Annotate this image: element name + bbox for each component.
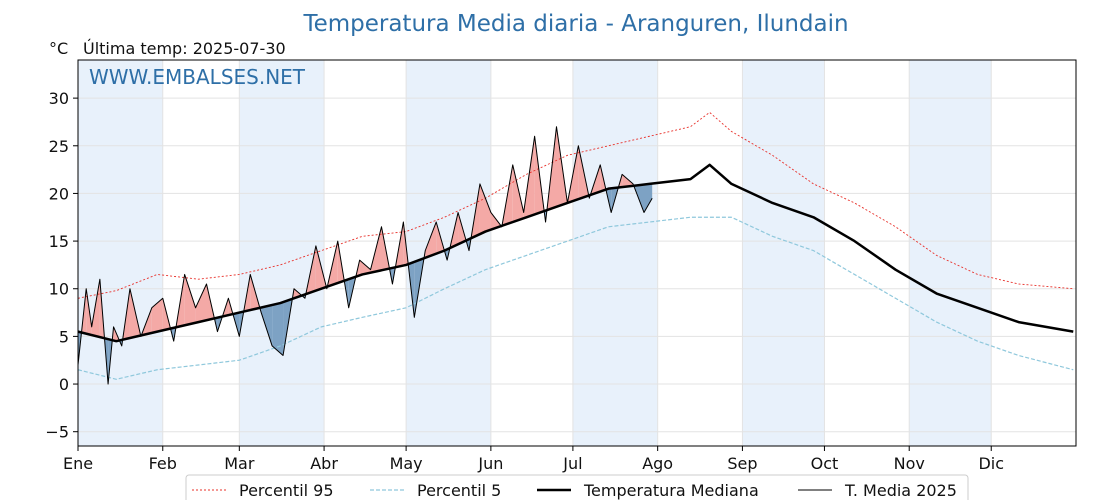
fill-below-median <box>643 183 653 213</box>
x-tick-label: Oct <box>811 454 839 473</box>
chart-title: Temperatura Media diaria - Aranguren, Il… <box>302 11 848 37</box>
fill-above-median <box>151 298 163 333</box>
month-band <box>78 60 163 446</box>
series-line-median <box>77 163 1074 343</box>
series-line-p95 <box>77 111 1074 299</box>
legend-current-label: T. Media 2025 <box>844 481 957 500</box>
legend-box <box>185 474 969 500</box>
x-tick-label: May <box>390 454 423 473</box>
y-tick-label: 0 <box>59 375 69 394</box>
month-band <box>909 60 992 446</box>
x-tick-label: Feb <box>149 454 177 473</box>
y-tick-label: 30 <box>49 89 69 108</box>
y-tick-label: −5 <box>45 423 69 442</box>
anomaly-fills <box>78 126 653 385</box>
series-line-p5 <box>77 216 1074 380</box>
plot-frame <box>77 59 1077 447</box>
series-line-current <box>77 126 653 385</box>
watermark: WWW.EMBALSES.NET <box>89 65 306 89</box>
x-tick-label: Abr <box>310 454 338 473</box>
fill-above-median <box>622 174 634 188</box>
unit-label: °C <box>49 39 68 58</box>
y-tick-label: 10 <box>49 280 69 299</box>
y-tick-label: 25 <box>49 137 69 156</box>
fill-below-median <box>261 304 273 346</box>
fill-below-median <box>272 302 284 356</box>
y-tick-label: 15 <box>49 232 69 251</box>
fill-above-median <box>425 222 437 258</box>
legend-p95-label: Percentil 95 <box>239 481 334 500</box>
series-lines <box>77 111 1074 385</box>
x-tick-label: Jul <box>562 454 582 473</box>
month-bands <box>78 60 992 446</box>
month-band <box>239 60 325 446</box>
y-tick-label: 5 <box>59 327 69 346</box>
legend-p5-label: Percentil 5 <box>417 481 501 500</box>
y-tick-label: 20 <box>49 184 69 203</box>
x-tick-label: Nov <box>894 454 925 473</box>
x-tick-label: Ago <box>642 454 673 473</box>
legend: Percentil 95 Percentil 5 Temperatura Med… <box>185 474 969 500</box>
last-temp-label: Última temp: 2025-07-30 <box>83 39 286 58</box>
fill-above-median <box>359 260 371 276</box>
fill-above-median <box>184 274 196 326</box>
x-tick-label: Sep <box>727 454 757 473</box>
fill-above-median <box>490 212 502 230</box>
fill-above-median <box>512 164 524 223</box>
month-band <box>572 60 658 446</box>
fill-above-median <box>479 183 491 235</box>
fill-above-median <box>195 283 207 323</box>
y-axis: −5 0 5 10 15 20 25 30 <box>45 89 78 442</box>
month-band <box>742 60 825 446</box>
legend-median-label: Temperatura Mediana <box>583 481 759 500</box>
x-tick-label: Ene <box>63 454 93 473</box>
x-tick-label: Jun <box>477 454 503 473</box>
x-axis: Ene Feb Mar Abr May Jun Jul Ago Sep Oct Nov Dic <box>63 446 1004 473</box>
x-tick-label: Mar <box>224 454 255 473</box>
x-tick-label: Dic <box>978 454 1004 473</box>
